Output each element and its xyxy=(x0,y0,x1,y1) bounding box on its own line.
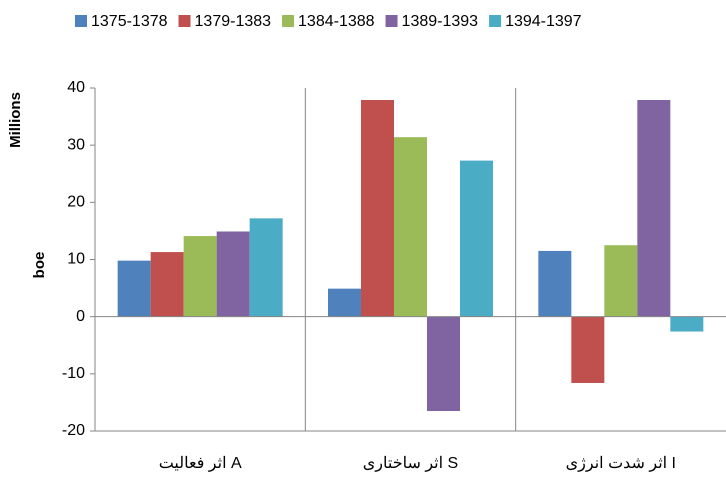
bar xyxy=(427,316,460,411)
y-tick-label: -10 xyxy=(62,365,85,382)
y-axis-label: boe xyxy=(31,252,48,279)
legend-swatch xyxy=(385,15,398,27)
y-tick-label: -20 xyxy=(62,422,85,439)
legend-label: 1379-1383 xyxy=(195,13,272,30)
bar xyxy=(361,100,394,317)
bar xyxy=(604,245,638,317)
bar xyxy=(670,316,704,332)
x-tick-label: اثر فعالیت A xyxy=(159,455,242,472)
legend-label: 1389-1393 xyxy=(402,13,479,30)
y-unit-label: Millions xyxy=(7,92,24,148)
legend-swatch xyxy=(75,15,87,27)
bar xyxy=(394,137,427,317)
bar xyxy=(216,231,250,317)
bar xyxy=(538,250,572,317)
legend-label: 1375-1378 xyxy=(91,13,168,30)
bar xyxy=(249,218,283,317)
y-tick-label: 0 xyxy=(76,308,85,325)
legend-label: 1394-1397 xyxy=(505,13,582,30)
y-tick-label: 40 xyxy=(67,79,85,96)
x-tick-label: اثر شدت انرژی I xyxy=(566,455,676,472)
legend-swatch xyxy=(282,15,295,27)
legend-swatch xyxy=(489,15,502,27)
x-tick-label: اثر ساختاری S xyxy=(363,455,458,472)
bar xyxy=(571,316,605,383)
y-tick-label: 30 xyxy=(67,136,85,153)
bar xyxy=(150,252,184,317)
bar xyxy=(637,100,671,317)
legend-swatch xyxy=(178,15,191,27)
bar xyxy=(460,160,493,317)
bar xyxy=(328,288,361,317)
bar xyxy=(117,260,151,317)
y-tick-label: 20 xyxy=(67,194,85,211)
bar xyxy=(183,236,217,317)
legend-label: 1384-1388 xyxy=(298,13,375,30)
y-tick-label: 10 xyxy=(67,251,85,268)
